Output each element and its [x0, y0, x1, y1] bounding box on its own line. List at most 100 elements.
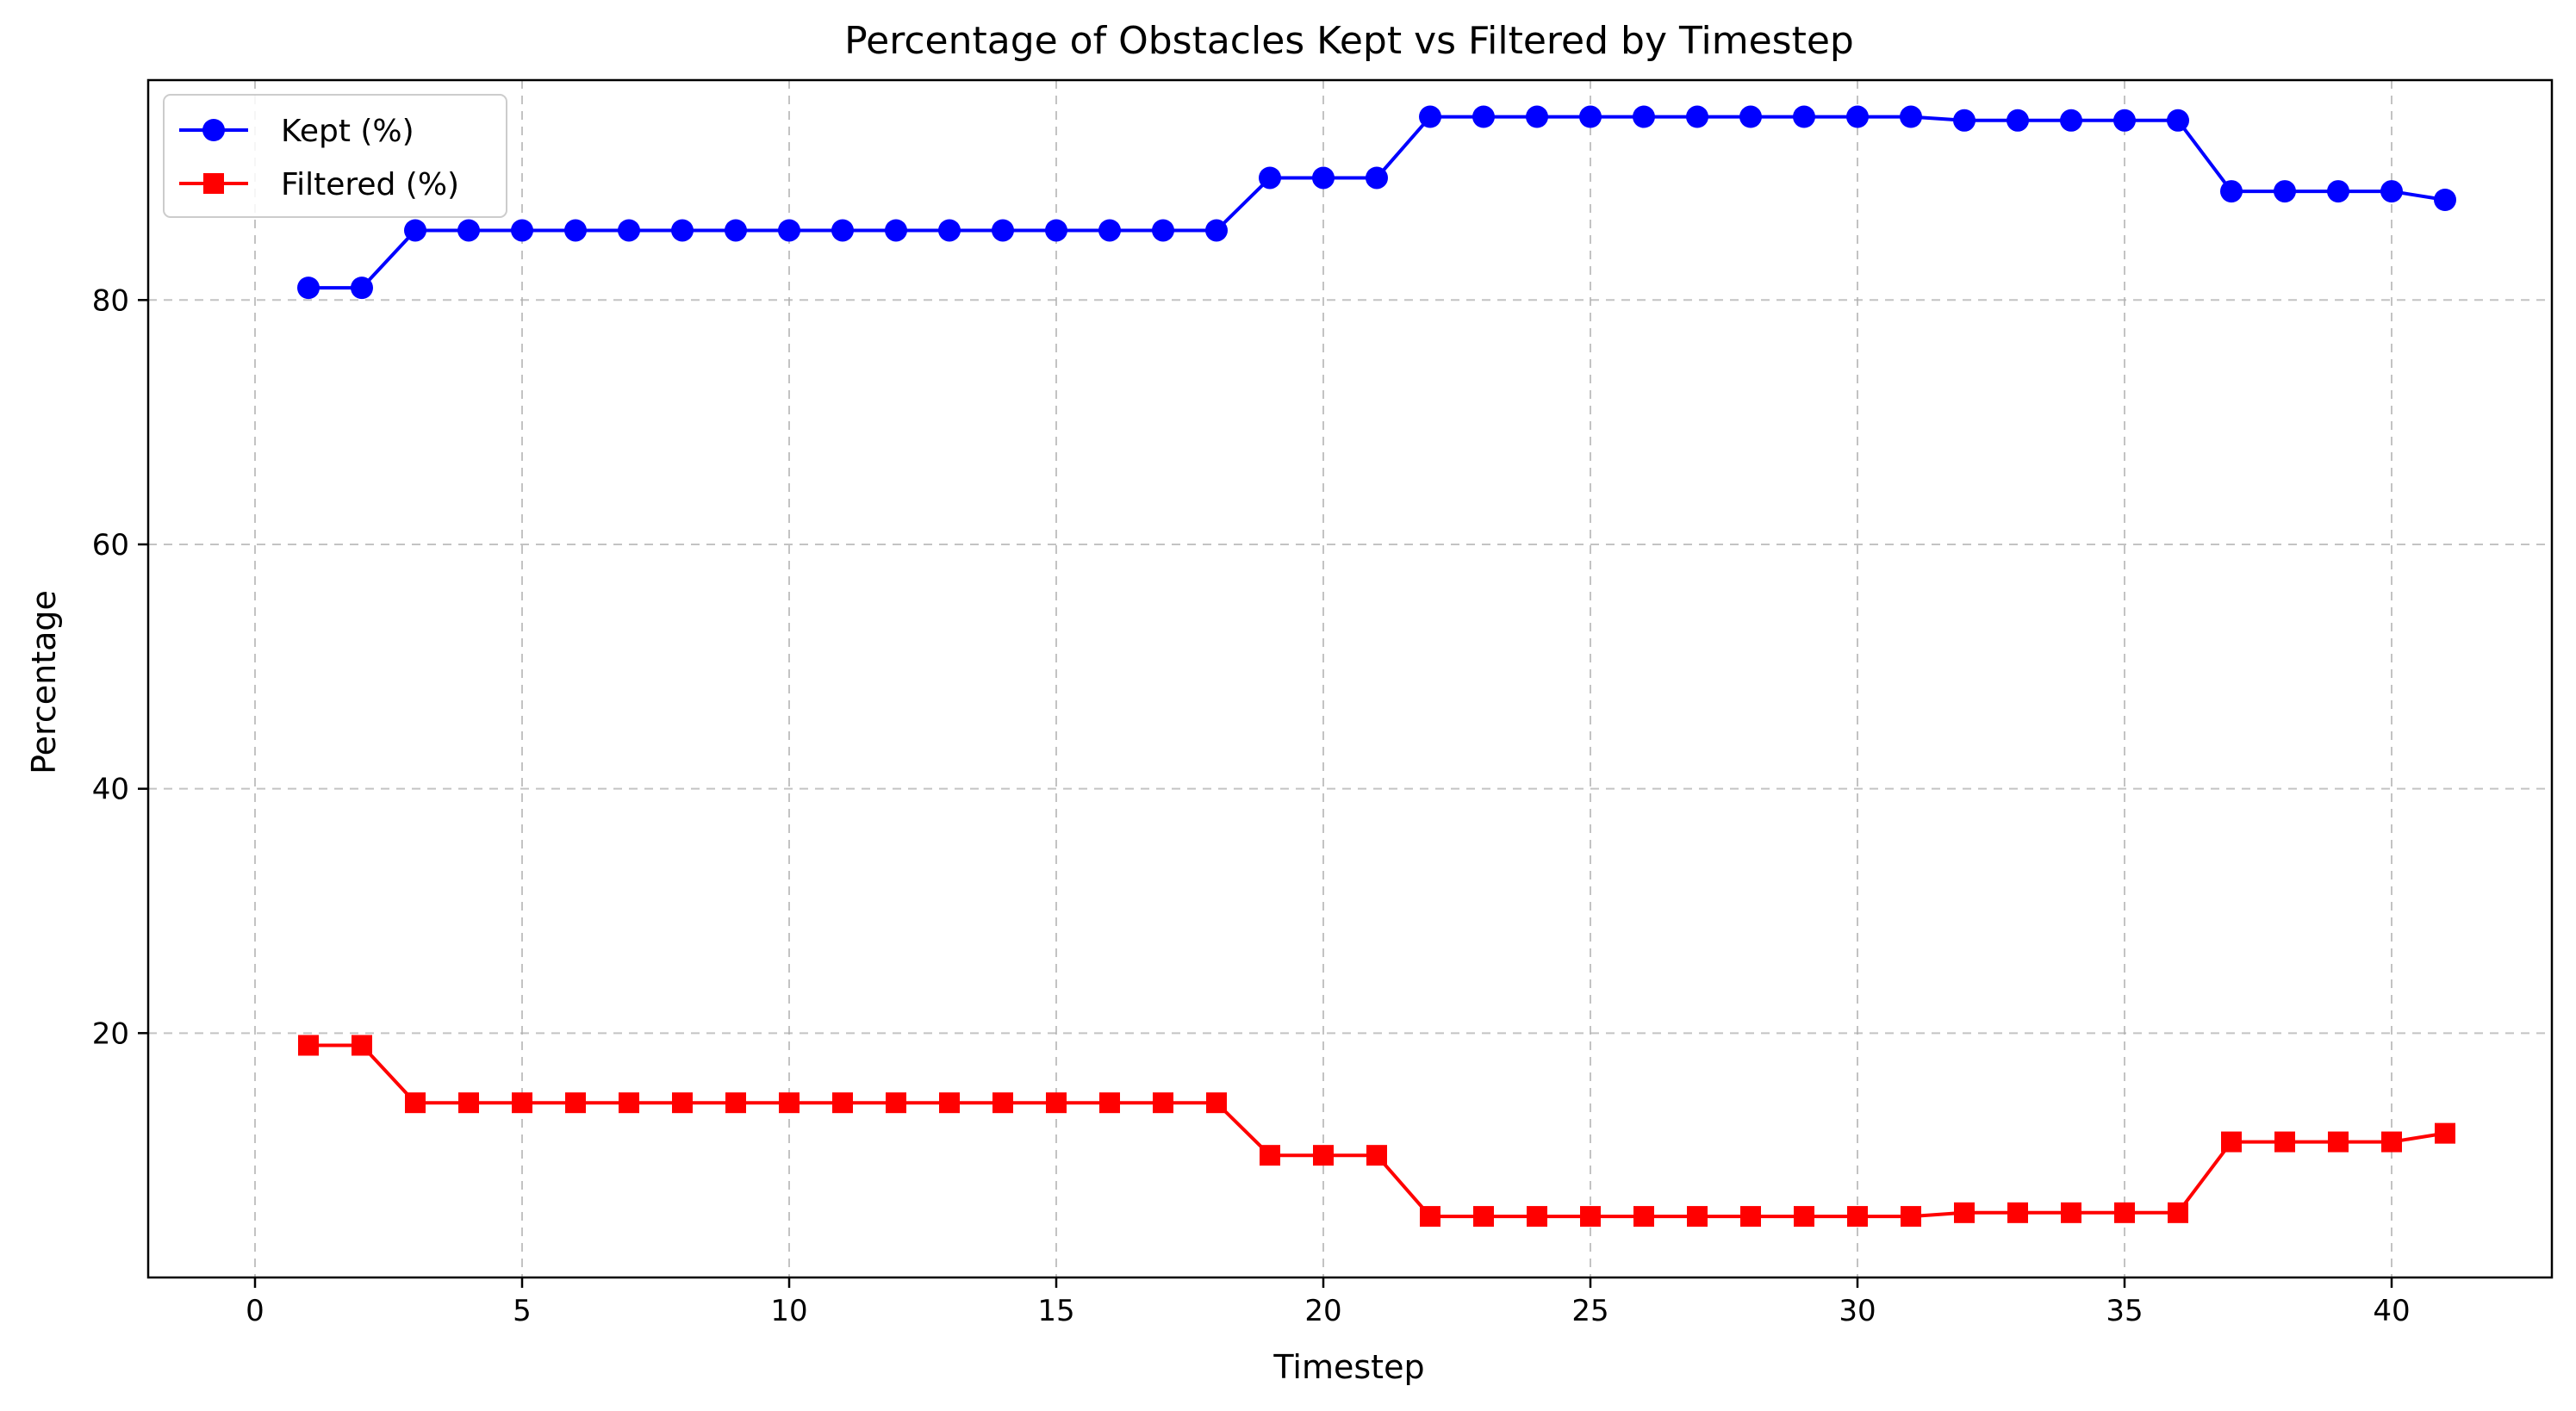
- data-point-filtered: [1901, 1206, 1921, 1228]
- data-point-filtered: [352, 1035, 372, 1056]
- data-point-filtered: [1366, 1145, 1387, 1166]
- data-point-filtered: [2168, 1202, 2188, 1223]
- data-point-kept: [2060, 109, 2082, 132]
- data-point-kept: [2434, 189, 2456, 211]
- data-point-filtered: [1313, 1145, 1334, 1166]
- data-point-filtered: [565, 1092, 586, 1114]
- legend-label-filtered: Filtered (%): [281, 167, 459, 202]
- legend: Kept (%) Filtered (%): [163, 94, 507, 218]
- data-point-filtered: [1687, 1206, 1708, 1228]
- data-point-kept: [1312, 166, 1335, 190]
- data-point-filtered: [1260, 1145, 1280, 1166]
- data-point-kept: [1739, 105, 1762, 128]
- data-point-kept: [2274, 180, 2296, 203]
- x-tick-label: 10: [770, 1294, 807, 1328]
- x-tick-label: 0: [246, 1294, 264, 1328]
- data-point-filtered: [2061, 1202, 2081, 1223]
- ticks-layer: 0 5 10 15 20 25 30 35 40 20 40 60 80: [92, 283, 2411, 1328]
- y-tick-label: 40: [92, 773, 129, 807]
- data-point-filtered: [1847, 1206, 1868, 1228]
- data-point-filtered: [512, 1092, 532, 1114]
- x-tick-label: 30: [1839, 1294, 1876, 1328]
- data-point-kept: [1846, 105, 1869, 128]
- series-kept: [297, 105, 2456, 300]
- data-point-filtered: [2435, 1122, 2455, 1144]
- data-point-kept: [938, 219, 961, 242]
- x-tick-label: 5: [513, 1294, 532, 1328]
- data-point-filtered: [2221, 1131, 2242, 1153]
- data-point-kept: [1152, 219, 1174, 242]
- data-point-kept: [2007, 109, 2029, 132]
- data-point-filtered: [779, 1092, 800, 1114]
- data-point-kept: [1900, 105, 1922, 128]
- data-point-filtered: [619, 1092, 639, 1114]
- data-point-filtered: [2381, 1131, 2402, 1153]
- data-point-filtered: [2007, 1202, 2028, 1223]
- data-point-kept: [618, 219, 640, 242]
- y-tick-label: 60: [92, 528, 129, 563]
- data-point-filtered: [992, 1092, 1013, 1114]
- data-point-kept: [1419, 105, 1441, 128]
- data-point-kept: [1366, 166, 1388, 190]
- data-point-kept: [2327, 180, 2349, 203]
- data-point-filtered: [1099, 1092, 1120, 1114]
- x-tick-label: 20: [1304, 1294, 1341, 1328]
- data-point-kept: [1686, 105, 1708, 128]
- data-point-kept: [1793, 105, 1815, 128]
- data-point-kept: [1205, 219, 1228, 242]
- y-axis-label: Percentage: [25, 590, 63, 774]
- data-point-kept: [2113, 109, 2136, 132]
- series-layer: [297, 105, 2456, 1228]
- x-tick-label: 15: [1037, 1294, 1074, 1328]
- data-point-kept: [885, 219, 907, 242]
- x-axis-label: Timestep: [1272, 1348, 1424, 1386]
- legend-label-kept: Kept (%): [281, 114, 414, 149]
- data-point-filtered: [1580, 1206, 1601, 1228]
- data-point-filtered: [2274, 1131, 2295, 1153]
- data-point-kept: [2167, 109, 2189, 132]
- data-point-kept: [1045, 219, 1067, 242]
- legend-marker-kept: [202, 119, 225, 141]
- series-filtered: [298, 1035, 2455, 1228]
- x-tick-label: 40: [2373, 1294, 2410, 1328]
- data-point-kept: [778, 219, 800, 242]
- data-point-filtered: [458, 1092, 479, 1114]
- data-point-kept: [1953, 109, 1976, 132]
- data-point-kept: [671, 219, 694, 242]
- data-point-filtered: [1473, 1206, 1494, 1228]
- legend-marker-filtered: [203, 173, 224, 194]
- data-point-filtered: [1954, 1202, 1975, 1223]
- data-point-filtered: [1206, 1092, 1227, 1114]
- data-point-kept: [1526, 105, 1548, 128]
- x-tick-label: 35: [2106, 1294, 2143, 1328]
- data-point-kept: [1633, 105, 1655, 128]
- y-tick-label: 80: [92, 283, 129, 318]
- chart-title: Percentage of Obstacles Kept vs Filtered…: [844, 19, 1854, 63]
- data-point-filtered: [725, 1092, 746, 1114]
- data-point-kept: [1472, 105, 1495, 128]
- data-point-filtered: [298, 1035, 319, 1056]
- data-point-kept: [457, 219, 480, 242]
- data-point-kept: [2380, 180, 2403, 203]
- data-point-filtered: [1420, 1206, 1440, 1228]
- data-point-kept: [404, 219, 426, 242]
- data-point-kept: [992, 219, 1014, 242]
- plot-frame: [146, 78, 2554, 1279]
- legend-box: [163, 94, 507, 218]
- data-point-kept: [725, 219, 747, 242]
- y-tick-label: 20: [92, 1016, 129, 1051]
- data-point-kept: [1259, 166, 1281, 190]
- data-point-kept: [511, 219, 533, 242]
- data-point-filtered: [1633, 1206, 1654, 1228]
- data-point-filtered: [405, 1092, 426, 1114]
- data-point-filtered: [2328, 1131, 2349, 1153]
- series-line-filtered: [308, 1043, 2446, 1219]
- data-point-kept: [831, 219, 854, 242]
- data-point-filtered: [1153, 1092, 1173, 1114]
- data-point-filtered: [1794, 1206, 1814, 1228]
- data-point-filtered: [672, 1092, 693, 1114]
- data-point-filtered: [1527, 1206, 1547, 1228]
- data-point-kept: [2220, 180, 2243, 203]
- data-point-kept: [564, 219, 587, 242]
